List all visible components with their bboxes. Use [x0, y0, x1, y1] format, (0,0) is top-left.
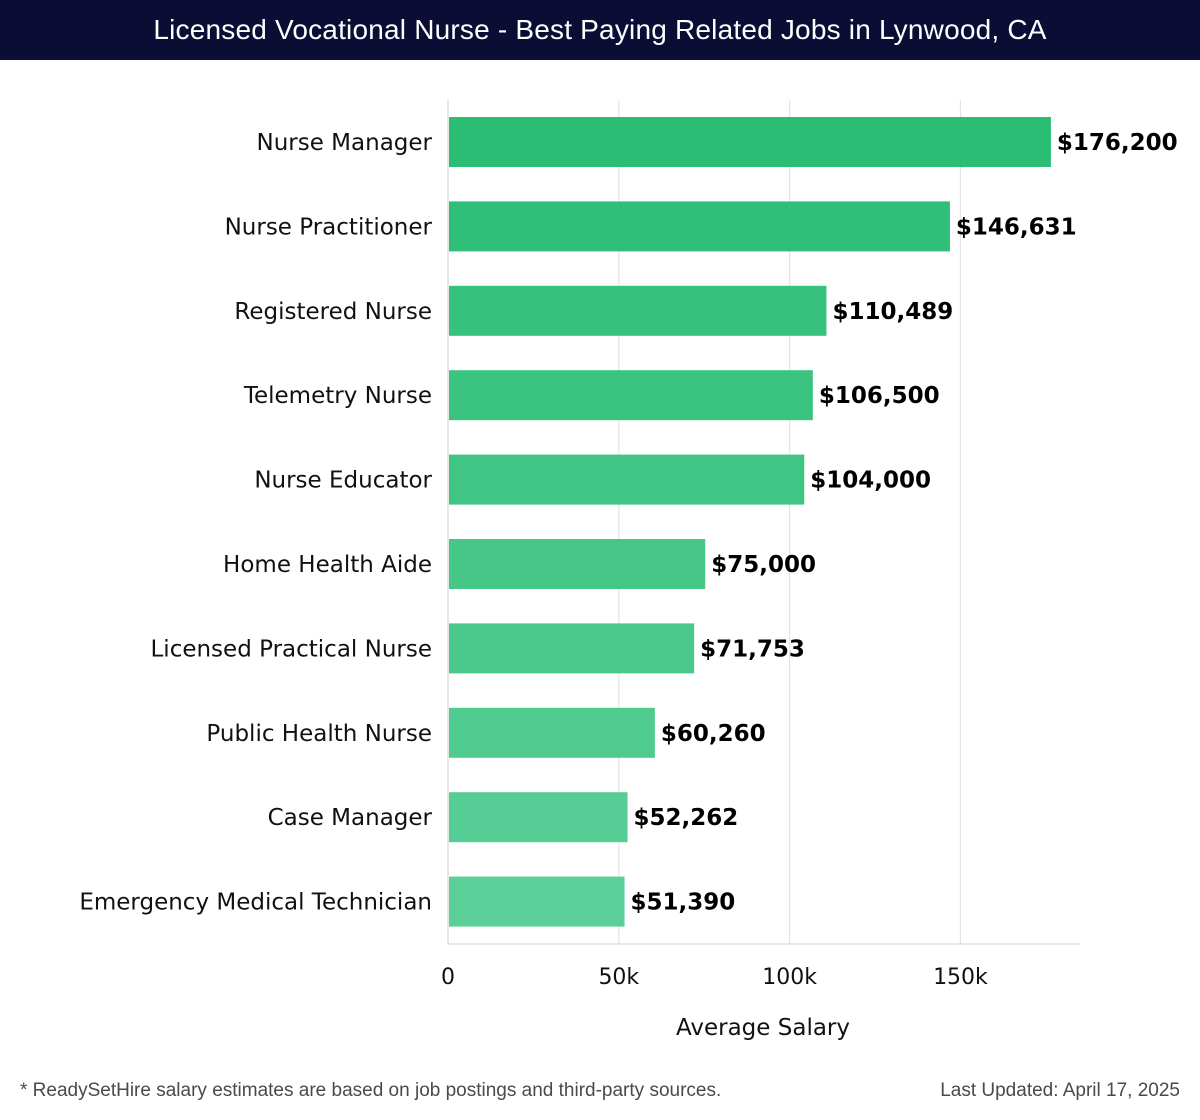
category-label: Nurse Educator — [254, 468, 432, 494]
category-label: Nurse Practitioner — [225, 214, 433, 240]
footer-note: * ReadySetHire salary estimates are base… — [20, 1080, 722, 1101]
value-label: $75,000 — [711, 552, 816, 578]
bar — [449, 707, 655, 758]
category-label: Public Health Nurse — [206, 721, 432, 747]
footer-updated: Last Updated: April 17, 2025 — [940, 1080, 1180, 1101]
x-axis-label: Average Salary — [676, 1015, 850, 1041]
value-label: $104,000 — [810, 468, 931, 494]
bar — [449, 876, 625, 927]
value-label: $52,262 — [634, 805, 739, 831]
value-label: $60,260 — [661, 721, 766, 747]
bar — [449, 454, 805, 505]
x-tick-label: 150k — [933, 965, 988, 990]
value-label: $110,489 — [832, 299, 953, 325]
x-axis-ticks: 0 50k 100k 150k — [441, 965, 988, 990]
bars — [449, 117, 1051, 927]
x-tick-label: 50k — [598, 965, 639, 990]
value-labels: $176,200 $146,631 $110,489 $106,500 $104,000… — [631, 130, 1178, 916]
x-tick-label: 0 — [441, 965, 455, 990]
bar — [449, 285, 827, 336]
value-label: $51,390 — [631, 890, 736, 916]
bar — [449, 117, 1051, 167]
bar — [449, 370, 813, 421]
bar — [449, 623, 695, 674]
bar-chart: Nurse Manager Nurse Practitioner Registere… — [79, 100, 1178, 1041]
x-tick-label: 100k — [762, 965, 817, 990]
category-label: Telemetry Nurse — [243, 383, 432, 409]
value-label: $71,753 — [700, 636, 805, 662]
bar — [449, 539, 706, 589]
category-label: Home Health Aide — [223, 552, 432, 578]
category-label: Licensed Practical Nurse — [150, 636, 432, 662]
category-labels: Nurse Manager Nurse Practitioner Registere… — [79, 130, 432, 916]
category-label: Nurse Manager — [257, 130, 433, 156]
category-label: Case Manager — [268, 805, 433, 831]
chart-title: Licensed Vocational Nurse - Best Paying … — [0, 0, 1200, 60]
bar — [449, 792, 628, 843]
value-label: $106,500 — [819, 383, 940, 409]
category-label: Emergency Medical Technician — [79, 890, 432, 916]
bar — [449, 201, 950, 252]
value-label: $146,631 — [956, 214, 1077, 240]
value-label: $176,200 — [1057, 130, 1178, 156]
category-label: Registered Nurse — [234, 299, 432, 325]
